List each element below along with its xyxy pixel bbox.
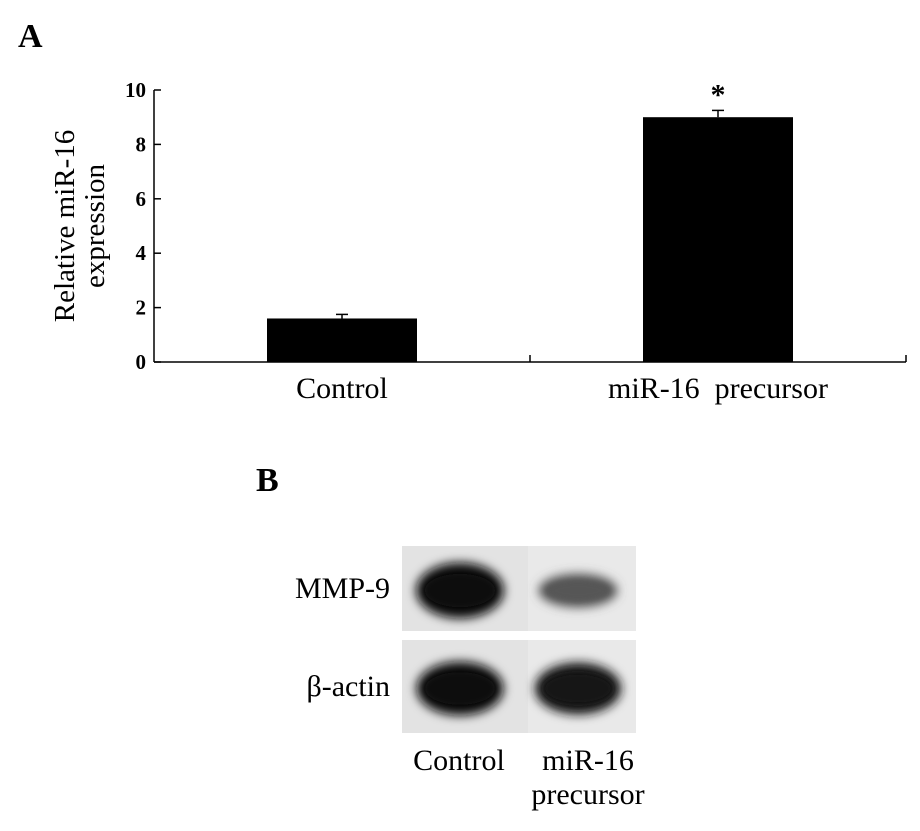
blot-lane-label-mir16-line2: precursor bbox=[531, 778, 645, 811]
panel-a-label: A bbox=[18, 18, 43, 55]
blot-strips bbox=[402, 546, 636, 733]
y-tick-label: 0 bbox=[136, 350, 147, 374]
x-category-label: Control bbox=[296, 372, 388, 405]
significance-marker: * bbox=[711, 78, 726, 111]
blot-lane-label-control-line1: Control bbox=[413, 744, 505, 777]
blot-row-label-beta-actin: β-actin bbox=[306, 670, 390, 703]
blot-row-label-mmp9: MMP-9 bbox=[294, 572, 390, 605]
y-axis-label-line2: expression bbox=[79, 163, 111, 288]
bar bbox=[267, 318, 417, 362]
x-category-label: miR-16 precursor bbox=[608, 372, 828, 405]
blot-lane-label-mir16: miR-16 precursor bbox=[513, 744, 663, 812]
y-axis-label: Relative miR-16expression bbox=[49, 130, 111, 323]
chart-text: 0 2 4 6 8 10 Control miR-16 precursor * Relative … bbox=[49, 78, 828, 405]
bar-chart: 0 2 4 6 8 10 Control miR-16 precursor * Relative … bbox=[49, 78, 907, 405]
y-axis-label-line1: Relative miR-16 bbox=[49, 130, 81, 323]
panel-b-label: B bbox=[256, 462, 279, 499]
y-tick-label: 6 bbox=[136, 187, 147, 211]
chart-bars bbox=[267, 109, 793, 362]
y-tick-label: 4 bbox=[136, 241, 147, 265]
y-tick-label: 2 bbox=[136, 296, 147, 320]
blot-lane-label-mir16-line1: miR-16 bbox=[542, 744, 634, 777]
blot-band-core bbox=[424, 573, 496, 608]
blot-band-core bbox=[546, 580, 610, 601]
blot-band-core bbox=[543, 672, 613, 705]
bar bbox=[643, 117, 793, 362]
blot-lane-label-control: Control bbox=[400, 744, 518, 778]
blot-band-core bbox=[425, 672, 495, 705]
y-tick-label: 10 bbox=[125, 78, 146, 102]
y-tick-label: 8 bbox=[136, 132, 147, 156]
